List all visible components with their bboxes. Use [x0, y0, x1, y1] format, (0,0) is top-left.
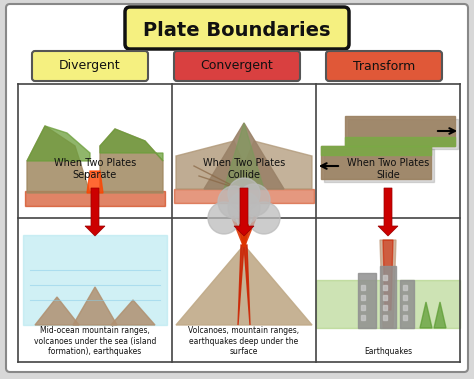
FancyArrow shape — [234, 188, 254, 236]
Text: When Two Plates
Collide: When Two Plates Collide — [203, 158, 285, 180]
Text: When Two Plates
Slide: When Two Plates Slide — [347, 158, 429, 180]
Polygon shape — [316, 280, 460, 328]
Polygon shape — [321, 146, 431, 155]
Polygon shape — [27, 126, 90, 193]
Polygon shape — [434, 302, 446, 328]
Polygon shape — [345, 137, 455, 146]
Polygon shape — [383, 315, 387, 320]
Polygon shape — [383, 285, 387, 290]
Polygon shape — [403, 305, 407, 310]
Polygon shape — [25, 191, 165, 206]
Circle shape — [228, 178, 260, 210]
Polygon shape — [234, 141, 312, 189]
Polygon shape — [100, 129, 163, 193]
Polygon shape — [87, 171, 103, 193]
Polygon shape — [35, 297, 79, 325]
Polygon shape — [400, 280, 414, 328]
FancyBboxPatch shape — [125, 7, 349, 49]
Text: Plate Boundaries: Plate Boundaries — [143, 20, 331, 39]
Polygon shape — [73, 287, 117, 325]
Text: Earthquakes: Earthquakes — [364, 347, 412, 356]
Polygon shape — [383, 295, 387, 300]
FancyArrow shape — [85, 188, 105, 236]
Text: Divergent: Divergent — [59, 60, 121, 72]
FancyBboxPatch shape — [32, 51, 148, 81]
Polygon shape — [361, 305, 365, 310]
Polygon shape — [380, 266, 396, 328]
Polygon shape — [238, 245, 250, 325]
Polygon shape — [403, 315, 407, 320]
Polygon shape — [324, 149, 434, 182]
Circle shape — [238, 184, 270, 216]
Polygon shape — [23, 235, 167, 325]
Polygon shape — [348, 119, 458, 149]
Polygon shape — [383, 275, 387, 280]
Text: Volcanoes, mountain ranges,
earthquakes deep under the
surface: Volcanoes, mountain ranges, earthquakes … — [189, 326, 300, 356]
Polygon shape — [361, 295, 365, 300]
FancyBboxPatch shape — [326, 51, 442, 81]
Polygon shape — [174, 189, 314, 203]
Polygon shape — [420, 302, 432, 328]
Polygon shape — [358, 273, 376, 328]
Polygon shape — [27, 126, 90, 161]
FancyBboxPatch shape — [6, 4, 468, 372]
Polygon shape — [100, 129, 163, 161]
Circle shape — [208, 202, 240, 234]
Polygon shape — [321, 146, 431, 179]
Circle shape — [228, 192, 260, 224]
Polygon shape — [345, 116, 455, 146]
Polygon shape — [403, 295, 407, 300]
Polygon shape — [204, 123, 284, 189]
Circle shape — [248, 202, 280, 234]
Polygon shape — [111, 300, 155, 325]
FancyBboxPatch shape — [174, 51, 300, 81]
Polygon shape — [383, 305, 387, 310]
Circle shape — [218, 186, 250, 218]
Text: Transform: Transform — [353, 60, 415, 72]
Polygon shape — [176, 245, 312, 325]
Text: Convergent: Convergent — [201, 60, 273, 72]
Text: When Two Plates
Separate: When Two Plates Separate — [54, 158, 136, 180]
Text: Mid-ocean mountain ranges,
volcanoes under the sea (island
formation), earthquak: Mid-ocean mountain ranges, volcanoes und… — [34, 326, 156, 356]
Polygon shape — [361, 285, 365, 290]
Polygon shape — [361, 315, 365, 320]
Polygon shape — [380, 240, 396, 328]
Polygon shape — [383, 240, 393, 310]
Polygon shape — [403, 285, 407, 290]
Polygon shape — [176, 141, 254, 189]
FancyArrow shape — [378, 188, 398, 236]
Polygon shape — [224, 123, 264, 189]
